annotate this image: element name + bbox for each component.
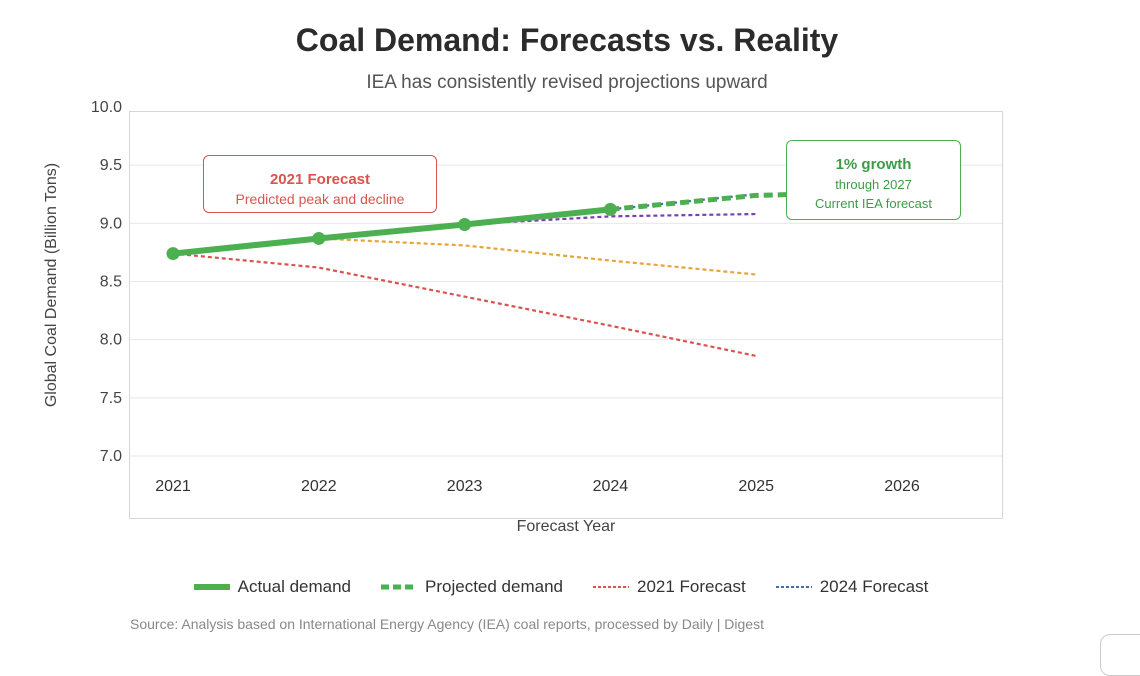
legend-label: Actual demand bbox=[237, 577, 352, 596]
chart-title: Coal Demand: Forecasts vs. Reality bbox=[295, 22, 839, 58]
chart-subtitle: IEA has consistently revised projections… bbox=[366, 72, 768, 93]
annotation-2021-forecast: 2021 Forecast Predicted peak and decline bbox=[203, 155, 437, 213]
annotation-growth: 1% growth through 2027 Current IEA forec… bbox=[786, 140, 961, 220]
y-tick-label: 7.0 bbox=[100, 448, 122, 465]
x-tick-label: 2023 bbox=[447, 478, 483, 495]
line-chart: 7.07.58.08.59.09.510.0 2021 2022 2023 2024 2… bbox=[91, 99, 1002, 495]
annotation-title: 1% growth bbox=[835, 156, 912, 173]
y-axis-label: Global Coal Demand (Billion Tons) bbox=[43, 162, 60, 408]
legend-label: Projected demand bbox=[425, 577, 563, 596]
y-tick-label: 7.5 bbox=[100, 390, 122, 407]
series-line-actual-demand bbox=[170, 206, 614, 257]
series-line-2021-forecast bbox=[172, 252, 757, 358]
legend-swatch-2021 bbox=[593, 586, 629, 588]
series-lines bbox=[170, 191, 801, 358]
legend-swatch-projected bbox=[381, 584, 418, 590]
annotation-text: Predicted peak and decline bbox=[235, 191, 405, 207]
annotation-title: 2021 Forecast bbox=[269, 171, 371, 188]
legend-label: 2021 Forecast bbox=[637, 577, 746, 596]
legend-swatch-actual bbox=[193, 584, 230, 590]
x-tick-label: 2022 bbox=[301, 478, 337, 495]
annotation-text: Current IEA forecast bbox=[814, 196, 933, 211]
series-markers bbox=[166, 202, 617, 261]
x-axis-ticks: 2021 2022 2023 2024 2025 2026 bbox=[155, 478, 920, 495]
y-tick-label: 9.5 bbox=[100, 157, 122, 174]
x-tick-label: 2026 bbox=[884, 478, 920, 495]
legend-swatch-2024 bbox=[775, 586, 812, 588]
x-tick-label: 2021 bbox=[155, 478, 191, 495]
y-tick-label: 10.0 bbox=[91, 99, 122, 116]
data-point bbox=[458, 217, 472, 231]
data-point bbox=[166, 247, 180, 261]
x-tick-label: 2025 bbox=[738, 478, 774, 495]
legend-label: 2024 Forecast bbox=[819, 577, 929, 596]
corner-button[interactable] bbox=[1100, 634, 1140, 676]
y-tick-label: 8.0 bbox=[100, 332, 122, 349]
legend-item-2024-forecast[interactable]: 2024 Forecast bbox=[775, 577, 929, 597]
chart-legend: Actual demand Projected demand 2021 Fore… bbox=[0, 576, 1122, 598]
data-point bbox=[312, 231, 326, 245]
legend-item-actual-demand[interactable]: Actual demand bbox=[193, 577, 352, 597]
series-line-projected-demand bbox=[610, 191, 801, 212]
annotation-text: through 2027 bbox=[835, 177, 912, 192]
legend-item-projected-demand[interactable]: Projected demand bbox=[381, 577, 563, 597]
data-point bbox=[603, 202, 617, 216]
source-note: Source: Analysis based on International … bbox=[130, 616, 764, 632]
y-axis-ticks: 7.0 7.5 8.0 8.5 9.0 9.5 10.0 bbox=[91, 99, 122, 465]
y-tick-label: 8.5 bbox=[100, 274, 122, 291]
y-tick-label: 9.0 bbox=[100, 215, 122, 232]
series-line-forecast-e8a33a bbox=[318, 237, 757, 276]
x-axis-label: Forecast Year bbox=[516, 518, 616, 535]
legend-item-2021-forecast[interactable]: 2021 Forecast bbox=[593, 577, 746, 597]
x-tick-label: 2024 bbox=[593, 478, 629, 495]
